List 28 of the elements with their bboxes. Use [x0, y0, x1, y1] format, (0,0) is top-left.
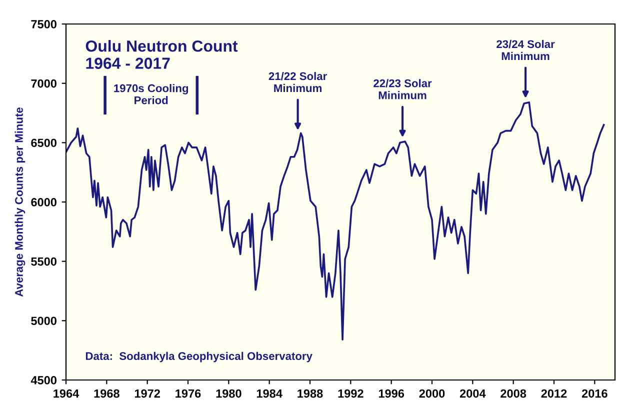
x-tick-label: 1980: [216, 389, 242, 398]
y-tick-label: 6500: [31, 138, 56, 148]
annotation: 23/24 Solar Minimum: [496, 40, 555, 60]
x-tick-label: 1964: [54, 389, 80, 398]
x-tick-label: 1976: [176, 389, 201, 398]
x-tick-label: 2008: [500, 389, 526, 398]
x-tick-label: 2004: [460, 389, 486, 398]
x-tick-label: 1996: [378, 389, 404, 398]
x-tick-label: 1972: [134, 389, 160, 398]
y-axis-title: Average Monthly Counts per Minute: [14, 108, 26, 297]
x-tick-label: 1968: [94, 389, 120, 398]
annotation: 21/22 Solar Minimum: [268, 72, 327, 92]
y-tick-label: 5000: [31, 316, 56, 326]
x-tick-label: 2012: [541, 389, 567, 398]
x-tick-label: 1988: [298, 389, 323, 398]
annotation: 1970s Cooling Period: [114, 84, 188, 104]
x-tick-label: 1984: [256, 389, 282, 398]
y-tick-label: 6000: [31, 198, 56, 206]
text: Oulu Neutron Count 1964 - 2017: [86, 40, 238, 69]
y-tick-label: 7500: [31, 20, 56, 28]
y-tick-label: 5500: [31, 257, 56, 266]
annotation: 22/23 Solar Minimum: [374, 79, 432, 100]
y-tick-label: 4500: [30, 376, 56, 384]
x-tick-label: 2000: [419, 389, 445, 398]
x-tick-label: 2016: [582, 389, 608, 398]
x-tick-label: 1992: [338, 389, 364, 398]
y-tick-label: 7000: [31, 79, 56, 88]
annotation: Data: Sodankyla Geophysical Observatory: [86, 352, 312, 362]
